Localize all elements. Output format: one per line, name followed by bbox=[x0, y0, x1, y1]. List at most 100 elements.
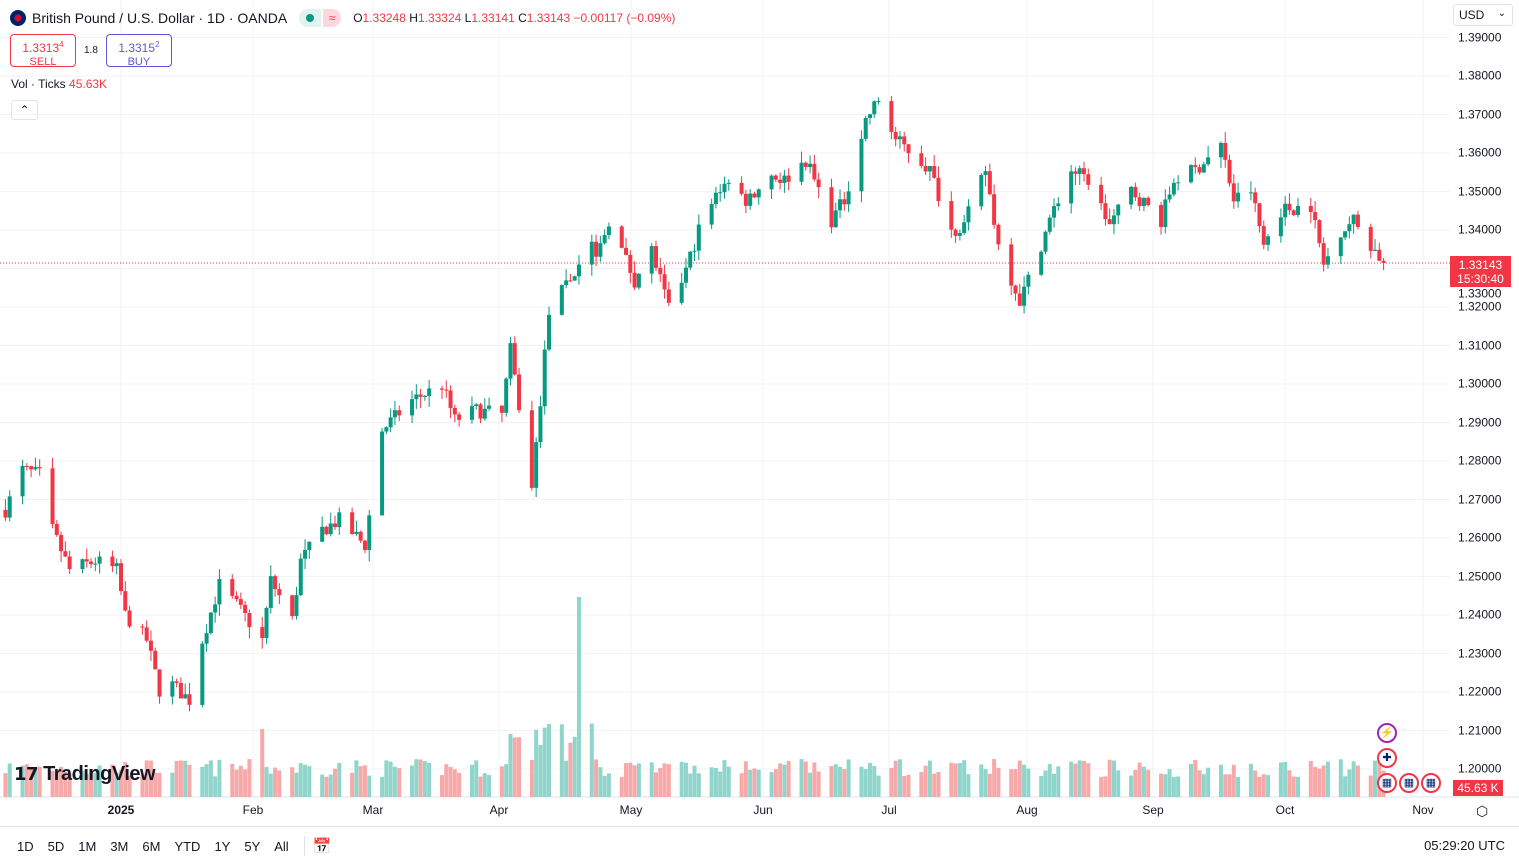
volume-bar bbox=[919, 772, 924, 797]
time-tick: Apr bbox=[489, 803, 509, 817]
price-chart[interactable] bbox=[0, 0, 1519, 826]
us-event-icon[interactable]: ▦ bbox=[1399, 773, 1419, 793]
symbol-title[interactable]: British Pound / U.S. Dollar · 1D · OANDA bbox=[32, 10, 288, 26]
volume-bar bbox=[1261, 774, 1266, 797]
change-value: −0.00117 (−0.09%) bbox=[573, 11, 676, 25]
sell-button[interactable]: 1.33134 SELL bbox=[10, 34, 76, 68]
candle-body bbox=[59, 535, 64, 552]
candle-body bbox=[812, 163, 817, 180]
volume-bar bbox=[482, 773, 487, 797]
us-event-icon[interactable]: ▦ bbox=[1421, 773, 1441, 793]
candle-body bbox=[247, 613, 252, 628]
volume-bar bbox=[696, 773, 701, 797]
candle-body bbox=[54, 523, 59, 536]
volume-bar bbox=[1257, 776, 1262, 797]
candle-body bbox=[1082, 168, 1086, 175]
market-open-icon[interactable] bbox=[299, 9, 322, 27]
volume-bar bbox=[247, 759, 252, 797]
range-ytd[interactable]: YTD bbox=[174, 838, 201, 854]
candle-body bbox=[474, 404, 479, 407]
range-all[interactable]: All bbox=[274, 838, 289, 854]
time-tick: Aug bbox=[1016, 803, 1038, 817]
candle-body bbox=[568, 280, 573, 282]
candle-body bbox=[1261, 226, 1266, 245]
range-5d[interactable]: 5D bbox=[47, 838, 65, 854]
candle-body bbox=[1257, 203, 1262, 227]
chart-settings-icon[interactable]: ⬡ bbox=[1476, 803, 1489, 819]
time-tick: Jul bbox=[881, 803, 897, 817]
candle-body bbox=[889, 101, 894, 132]
range-5y[interactable]: 5Y bbox=[244, 838, 261, 854]
delayed-data-icon[interactable]: ≈ bbox=[323, 9, 342, 27]
candle-body bbox=[1099, 184, 1104, 204]
candle-body bbox=[33, 467, 38, 470]
volume-bar bbox=[59, 766, 64, 797]
volume-bar bbox=[606, 773, 611, 797]
candle-body bbox=[217, 579, 222, 605]
time-tick: Oct bbox=[1275, 803, 1295, 817]
clock[interactable]: 05:29:20 UTC bbox=[1424, 838, 1505, 853]
candle-body bbox=[238, 599, 243, 605]
range-1m[interactable]: 1M bbox=[78, 838, 97, 854]
candle-body bbox=[1236, 192, 1241, 202]
volume-bar bbox=[33, 767, 38, 797]
volume-bar bbox=[260, 729, 265, 797]
volume-bar bbox=[594, 759, 599, 797]
candle-body bbox=[354, 531, 359, 535]
range-6m[interactable]: 6M bbox=[142, 838, 161, 854]
volume-bar bbox=[1103, 776, 1108, 797]
candle-body bbox=[448, 390, 453, 408]
currency-select[interactable]: USD ⌄ bbox=[1453, 4, 1513, 26]
volume-bar bbox=[234, 769, 239, 797]
volume-bar bbox=[148, 760, 153, 797]
range-1d[interactable]: 1D bbox=[17, 838, 34, 854]
candle-body bbox=[84, 559, 89, 562]
candle-body bbox=[7, 496, 12, 518]
volume-bar bbox=[983, 768, 988, 797]
candle-body bbox=[204, 633, 209, 644]
volume-bar bbox=[897, 759, 902, 797]
volume-bar bbox=[949, 762, 954, 797]
candle-body bbox=[906, 144, 911, 154]
volume-bar bbox=[1253, 770, 1258, 797]
volume-bar bbox=[833, 764, 838, 797]
volume-bar bbox=[1146, 769, 1151, 797]
collapse-legend-button[interactable]: ⌃ bbox=[11, 100, 38, 120]
uk-event-icon[interactable]: ✚ bbox=[1377, 748, 1397, 768]
candle-body bbox=[1103, 203, 1108, 220]
volume-bar bbox=[786, 760, 791, 797]
candle-body bbox=[499, 405, 504, 413]
tradingview-logo[interactable]: 𝟭𝟳 TradingView bbox=[14, 763, 156, 785]
volume-bar bbox=[624, 763, 629, 797]
volume-bar bbox=[63, 772, 68, 797]
lightning-event-icon[interactable]: ⚡ bbox=[1377, 723, 1397, 743]
candle-body bbox=[654, 246, 658, 268]
price-tick: 1.22000 bbox=[1458, 684, 1502, 699]
candle-body bbox=[478, 404, 483, 419]
volume-bar bbox=[1218, 764, 1223, 797]
volume-bar bbox=[452, 769, 457, 797]
volume-bar bbox=[418, 759, 423, 797]
range-1y[interactable]: 1Y bbox=[214, 838, 231, 854]
us-event-icon[interactable]: ▦ bbox=[1377, 773, 1397, 793]
date-range-calendar-icon[interactable]: 📅 bbox=[312, 838, 332, 855]
volume-bar bbox=[1022, 764, 1027, 797]
volume-bar bbox=[846, 759, 851, 797]
candle-body bbox=[876, 101, 881, 103]
volume-bar bbox=[328, 774, 333, 797]
volume-bar bbox=[589, 723, 594, 797]
candle-body bbox=[692, 250, 697, 252]
candle-body bbox=[1052, 206, 1057, 218]
candle-body bbox=[863, 118, 868, 139]
volume-bar bbox=[1308, 761, 1313, 797]
candle-body bbox=[1171, 182, 1176, 195]
buy-button[interactable]: 1.33152 BUY bbox=[105, 34, 172, 68]
volume-bar bbox=[1013, 769, 1018, 797]
candle-body bbox=[63, 551, 68, 557]
range-3m[interactable]: 3M bbox=[110, 838, 129, 854]
candle-body bbox=[384, 427, 389, 432]
candle-body bbox=[829, 187, 834, 228]
volume-bar bbox=[662, 763, 667, 797]
volume-bar bbox=[517, 737, 522, 797]
candle-body bbox=[808, 163, 813, 168]
